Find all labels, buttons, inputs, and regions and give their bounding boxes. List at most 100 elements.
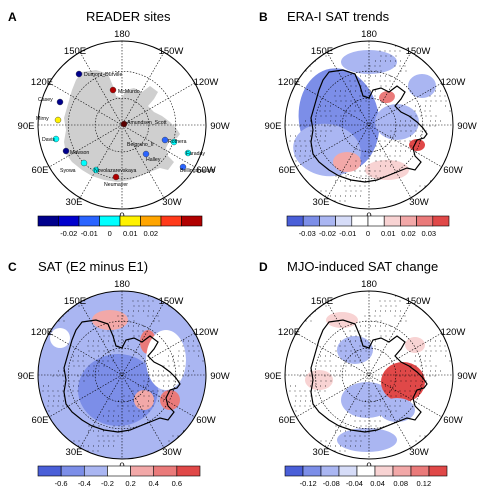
stipple-dot (193, 350, 195, 352)
stipple-dot (365, 335, 367, 337)
stipple-dot (395, 400, 396, 402)
stipple-dot (290, 310, 291, 312)
stipple-dot (370, 90, 371, 92)
stipple-dot (168, 365, 170, 367)
antarctica-coastline (63, 319, 181, 433)
stipple-dot (394, 50, 396, 52)
stipple-dot (385, 305, 387, 307)
stipple-dot (360, 175, 362, 177)
stipple-dot (334, 95, 336, 97)
station-label: Dumont_Durville (84, 72, 122, 78)
stipple-dot (192, 435, 194, 437)
map-era-sat-trends: 180 150E 150W 120E 120W 90E 90W 60E 60W 30E 30W 0 -0… (265, 29, 477, 238)
stipple-dot (370, 145, 372, 147)
panel-a: A READER sites 180 150E 150W 120E 120W 90E 90W… (0, 0, 247, 250)
stipple-dot (152, 300, 154, 302)
stipple-dot (113, 440, 115, 442)
colorbar-swatch (160, 215, 182, 227)
stipple-dot (405, 150, 406, 152)
stipple-dot (360, 105, 361, 107)
stipple-dot (93, 430, 94, 432)
stipple-dot (380, 320, 382, 322)
stipple-dot (310, 70, 312, 72)
stipple-dot (390, 135, 391, 137)
stipple-dot (143, 380, 145, 382)
stipple-dot (87, 345, 89, 347)
stipple-dot (38, 405, 39, 407)
stipple-dot (384, 405, 386, 407)
stipple-dot (295, 60, 296, 62)
stipple-dot (340, 291, 342, 292)
stipple-dot (107, 330, 109, 332)
stipple-dot (400, 380, 402, 382)
stipple-dot (294, 405, 296, 407)
stipple-dot (384, 50, 386, 52)
stipple-dot (410, 400, 411, 402)
stipple-dot (320, 135, 321, 137)
stipple-dot (290, 160, 292, 162)
stipple-dot (97, 435, 99, 437)
stipple-dot (390, 130, 392, 132)
longitude-label: 30E (66, 197, 83, 208)
meridian-line (296, 82, 442, 168)
stipple-dot (420, 130, 422, 132)
stipple-dot (335, 45, 336, 47)
stipple-dot (435, 370, 436, 372)
stipple-dot (83, 455, 85, 457)
stipple-dot (168, 440, 170, 442)
stipple-dot (133, 310, 134, 312)
stipple-dot (138, 305, 140, 307)
stipple-dot (285, 50, 286, 52)
latitude-circle (94, 97, 150, 153)
stipple-dot (340, 370, 341, 372)
stipple-dot (112, 330, 114, 332)
stipple-dot (295, 410, 297, 412)
stipple-dot (325, 355, 326, 357)
stipple-dot (92, 345, 94, 347)
stipple-dot (192, 345, 194, 347)
stipple-dot (198, 445, 199, 447)
stipple-dot (117, 315, 119, 317)
stipple-dot (153, 370, 154, 372)
stipple-dot (449, 435, 451, 437)
stipple-dot (429, 185, 431, 187)
stipple-dot (405, 120, 406, 122)
longitude-label: 60E (32, 165, 49, 176)
longitude-label: 150E (64, 296, 86, 307)
stipple-dot (349, 330, 351, 332)
anomaly-blob (405, 337, 425, 353)
stipple-dot (440, 455, 442, 457)
stipple-dot (400, 145, 402, 147)
stipple-dot (58, 455, 60, 457)
stipple-dot (178, 365, 180, 367)
stipple-dot (122, 315, 124, 317)
stipple-dot (440, 120, 441, 122)
stipple-dot (370, 325, 371, 327)
stipple-dot (335, 115, 337, 117)
stipple-dot (400, 455, 402, 457)
stipple-dot (83, 291, 85, 292)
stipple-dot (360, 445, 361, 447)
stipple-dot (142, 390, 144, 392)
stipple-dot (320, 440, 322, 442)
stipple-dot (153, 380, 155, 382)
stipple-dot (132, 420, 134, 422)
stipple-dot (295, 70, 297, 72)
stipple-dot (118, 425, 120, 427)
stipple-dot (153, 310, 154, 312)
longitude-label: 30W (162, 197, 182, 208)
stipple-dot (389, 330, 391, 332)
stipple-dot (108, 340, 109, 342)
stipple-dot (305, 150, 306, 152)
stipple-dot (405, 41, 407, 42)
panel-d: D MJO-induced SAT change 180 150E 150W 120E… (247, 250, 494, 500)
stipple-dot (445, 190, 447, 192)
stipple-dot (158, 291, 160, 292)
stipple-dot (63, 385, 64, 387)
stipple-dot (325, 105, 326, 107)
stipple-dot (163, 395, 165, 397)
stipple-dot (299, 390, 301, 392)
stipple-dot (304, 65, 306, 67)
stipple-dot (183, 430, 184, 432)
stipple-dot (344, 110, 346, 112)
